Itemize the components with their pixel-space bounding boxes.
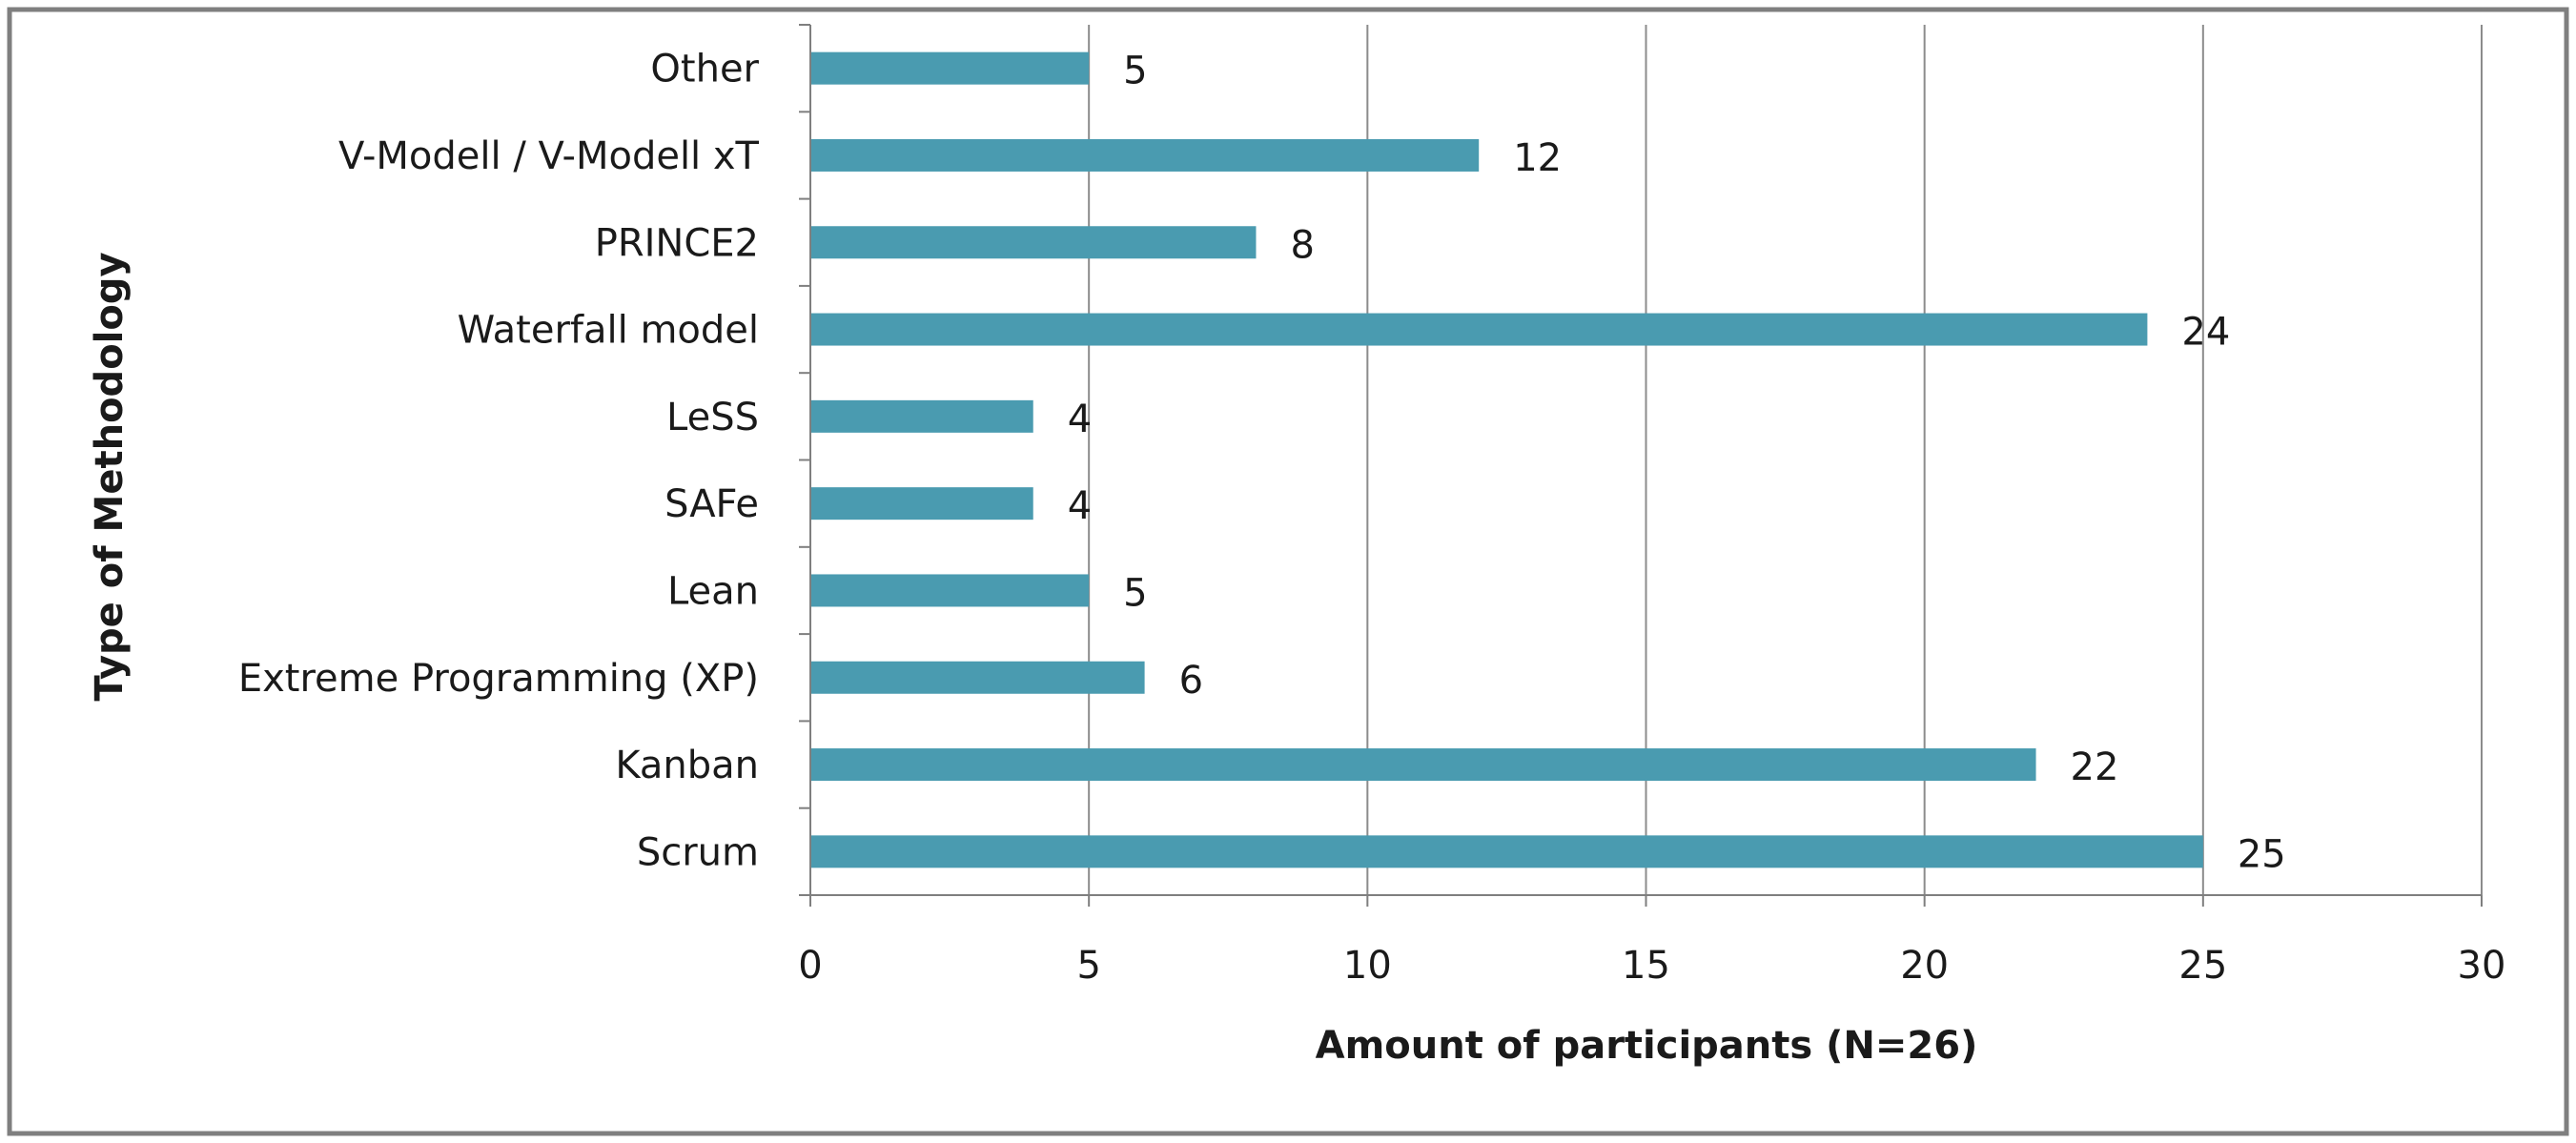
data-label: 22 — [2071, 745, 2119, 789]
bar — [810, 661, 1145, 694]
y-axis-title: Type of Methodology — [88, 252, 132, 701]
bar — [810, 399, 1033, 433]
data-label: 4 — [1068, 398, 1092, 441]
x-axis-title: Amount of participants (N=26) — [1316, 1024, 1978, 1068]
data-label: 8 — [1290, 223, 1314, 267]
labels: Scrum 25 Kanban 22 Extreme Programming (XP) 6… — [238, 48, 2506, 988]
x-tick-label: 20 — [1900, 944, 1949, 988]
bar — [810, 835, 2203, 868]
category-label: LeSS — [666, 396, 759, 439]
data-label: 5 — [1123, 571, 1147, 615]
x-tick-label: 30 — [2458, 944, 2506, 988]
x-tick-label: 25 — [2178, 944, 2227, 988]
bar — [810, 138, 1480, 172]
data-label: 25 — [2238, 832, 2286, 876]
category-label: SAFe — [664, 482, 759, 526]
x-tick-label: 15 — [1622, 944, 1670, 988]
data-label: 12 — [1513, 136, 1562, 180]
category-label: Scrum — [637, 830, 759, 874]
bar — [810, 313, 2148, 346]
category-label: PRINCE2 — [595, 221, 759, 265]
bar — [810, 574, 1090, 607]
bars — [810, 51, 2203, 868]
bar — [810, 748, 2036, 782]
category-label: Other — [650, 48, 759, 92]
x-tick-label: 10 — [1343, 944, 1392, 988]
x-tick-label: 5 — [1076, 944, 1100, 988]
bar — [810, 487, 1033, 520]
category-label: Extreme Programming (XP) — [238, 657, 759, 701]
x-tick-label: 0 — [798, 944, 822, 988]
outer-frame — [7, 7, 2569, 1136]
category-label: V-Modell / V-Modell xT — [338, 134, 760, 178]
category-label: Lean — [667, 569, 759, 613]
data-label: 24 — [2181, 311, 2230, 355]
category-label: Kanban — [615, 744, 759, 787]
data-label: 6 — [1179, 659, 1203, 703]
data-label: 5 — [1123, 50, 1147, 93]
category-label: Waterfall model — [458, 309, 759, 353]
axes — [799, 24, 2483, 907]
data-label: 4 — [1068, 484, 1092, 528]
bar — [810, 51, 1090, 85]
bar — [810, 226, 1257, 259]
